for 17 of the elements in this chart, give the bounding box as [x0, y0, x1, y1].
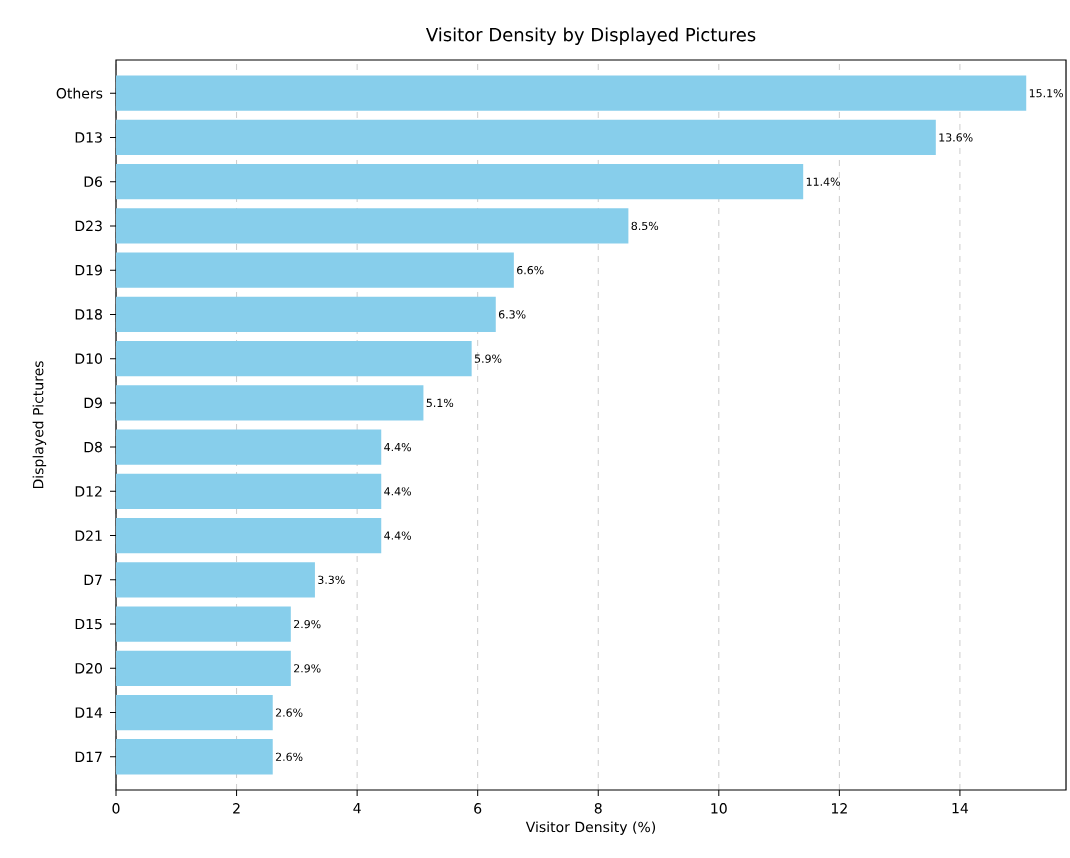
bar — [116, 340, 472, 377]
bar — [116, 296, 496, 333]
bar — [116, 385, 424, 421]
bar — [116, 163, 804, 200]
bar — [116, 739, 273, 775]
bar — [116, 606, 291, 642]
bar — [116, 75, 1027, 111]
chart-title: Visitor Density by Displayed Pictures — [425, 27, 756, 45]
bar — [116, 252, 514, 288]
bar — [116, 208, 629, 244]
bar — [116, 473, 382, 510]
bar — [116, 429, 382, 465]
bar — [116, 694, 273, 731]
bar — [116, 650, 291, 687]
bar — [116, 517, 382, 554]
bar — [116, 562, 315, 598]
bar — [116, 119, 936, 156]
